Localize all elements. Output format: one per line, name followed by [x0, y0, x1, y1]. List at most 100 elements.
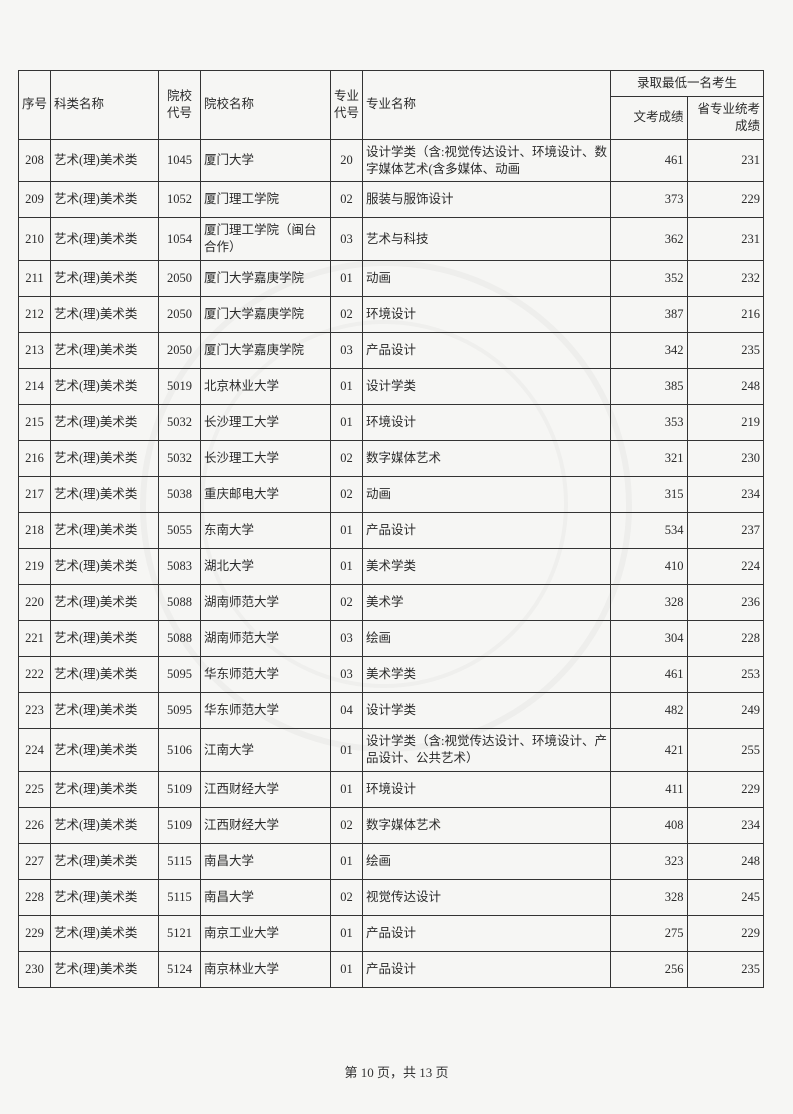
- cell-school-name: 南京林业大学: [201, 951, 331, 987]
- cell-score1: 275: [611, 915, 688, 951]
- cell-school-code: 5124: [159, 951, 201, 987]
- cell-school-name: 厦门理工学院: [201, 182, 331, 218]
- cell-score1: 315: [611, 477, 688, 513]
- header-seq: 序号: [19, 71, 51, 140]
- page-footer: 第 10 页，共 13 页: [0, 1062, 793, 1081]
- table-body: 208艺术(理)美术类1045厦门大学20设计学类（含:视觉传达设计、环境设计、…: [19, 139, 764, 987]
- header-score-group: 录取最低一名考生: [611, 71, 764, 97]
- cell-score2: 255: [687, 729, 764, 772]
- cell-major-name: 产品设计: [363, 333, 611, 369]
- cell-category: 艺术(理)美术类: [51, 951, 159, 987]
- cell-category: 艺术(理)美术类: [51, 729, 159, 772]
- cell-major-name: 环境设计: [363, 297, 611, 333]
- cell-major-name: 美术学类: [363, 657, 611, 693]
- cell-score1: 321: [611, 441, 688, 477]
- cell-seq: 210: [19, 218, 51, 261]
- cell-score1: 534: [611, 513, 688, 549]
- cell-category: 艺术(理)美术类: [51, 218, 159, 261]
- cell-major-name: 产品设计: [363, 513, 611, 549]
- cell-score2: 253: [687, 657, 764, 693]
- cell-school-code: 5109: [159, 771, 201, 807]
- cell-score2: 231: [687, 218, 764, 261]
- cell-seq: 222: [19, 657, 51, 693]
- footer-total: 13: [419, 1065, 432, 1080]
- table-row: 214艺术(理)美术类5019北京林业大学01设计学类385248: [19, 369, 764, 405]
- header-category: 科类名称: [51, 71, 159, 140]
- cell-school-name: 江南大学: [201, 729, 331, 772]
- cell-major-code: 02: [331, 879, 363, 915]
- cell-category: 艺术(理)美术类: [51, 693, 159, 729]
- cell-major-code: 01: [331, 261, 363, 297]
- cell-major-code: 01: [331, 729, 363, 772]
- cell-seq: 223: [19, 693, 51, 729]
- cell-school-name: 厦门大学嘉庚学院: [201, 261, 331, 297]
- cell-category: 艺术(理)美术类: [51, 405, 159, 441]
- cell-school-code: 5121: [159, 915, 201, 951]
- cell-major-name: 产品设计: [363, 915, 611, 951]
- cell-category: 艺术(理)美术类: [51, 441, 159, 477]
- cell-school-name: 北京林业大学: [201, 369, 331, 405]
- cell-school-name: 长沙理工大学: [201, 441, 331, 477]
- cell-score1: 328: [611, 585, 688, 621]
- cell-school-name: 南昌大学: [201, 879, 331, 915]
- cell-school-code: 5032: [159, 441, 201, 477]
- cell-school-name: 长沙理工大学: [201, 405, 331, 441]
- cell-category: 艺术(理)美术类: [51, 585, 159, 621]
- cell-seq: 211: [19, 261, 51, 297]
- table-row: 216艺术(理)美术类5032长沙理工大学02数字媒体艺术321230: [19, 441, 764, 477]
- cell-major-code: 20: [331, 139, 363, 182]
- cell-school-name: 东南大学: [201, 513, 331, 549]
- cell-seq: 216: [19, 441, 51, 477]
- cell-score2: 230: [687, 441, 764, 477]
- cell-category: 艺术(理)美术类: [51, 621, 159, 657]
- cell-score1: 323: [611, 843, 688, 879]
- cell-seq: 230: [19, 951, 51, 987]
- cell-score2: 237: [687, 513, 764, 549]
- cell-major-name: 美术学类: [363, 549, 611, 585]
- admission-table: 序号 科类名称 院校代号 院校名称 专业代号 专业名称 录取最低一名考生 文考成…: [18, 70, 764, 988]
- header-score1: 文考成绩: [611, 96, 688, 139]
- cell-school-code: 2050: [159, 297, 201, 333]
- footer-prefix: 第: [344, 1065, 360, 1080]
- page-content: 序号 科类名称 院校代号 院校名称 专业代号 专业名称 录取最低一名考生 文考成…: [18, 70, 764, 988]
- cell-major-name: 绘画: [363, 621, 611, 657]
- cell-score2: 235: [687, 333, 764, 369]
- cell-score2: 229: [687, 771, 764, 807]
- cell-score1: 373: [611, 182, 688, 218]
- cell-score2: 236: [687, 585, 764, 621]
- cell-score1: 461: [611, 657, 688, 693]
- cell-major-code: 03: [331, 218, 363, 261]
- cell-category: 艺术(理)美术类: [51, 879, 159, 915]
- cell-major-code: 02: [331, 477, 363, 513]
- table-row: 209艺术(理)美术类1052厦门理工学院02服装与服饰设计373229: [19, 182, 764, 218]
- cell-score2: 216: [687, 297, 764, 333]
- cell-score1: 362: [611, 218, 688, 261]
- cell-category: 艺术(理)美术类: [51, 549, 159, 585]
- table-row: 215艺术(理)美术类5032长沙理工大学01环境设计353219: [19, 405, 764, 441]
- cell-score1: 421: [611, 729, 688, 772]
- cell-score2: 224: [687, 549, 764, 585]
- table-row: 228艺术(理)美术类5115南昌大学02视觉传达设计328245: [19, 879, 764, 915]
- cell-category: 艺术(理)美术类: [51, 843, 159, 879]
- table-row: 226艺术(理)美术类5109江西财经大学02数字媒体艺术408234: [19, 807, 764, 843]
- cell-school-name: 华东师范大学: [201, 693, 331, 729]
- cell-score2: 219: [687, 405, 764, 441]
- cell-major-name: 动画: [363, 261, 611, 297]
- cell-major-name: 设计学类: [363, 693, 611, 729]
- cell-major-name: 动画: [363, 477, 611, 513]
- header-school-name: 院校名称: [201, 71, 331, 140]
- cell-score2: 228: [687, 621, 764, 657]
- cell-seq: 212: [19, 297, 51, 333]
- footer-suffix: 页: [432, 1065, 448, 1080]
- header-school-code: 院校代号: [159, 71, 201, 140]
- cell-school-name: 湖南师范大学: [201, 621, 331, 657]
- cell-school-code: 5055: [159, 513, 201, 549]
- cell-major-code: 02: [331, 182, 363, 218]
- cell-seq: 219: [19, 549, 51, 585]
- cell-score1: 408: [611, 807, 688, 843]
- table-row: 208艺术(理)美术类1045厦门大学20设计学类（含:视觉传达设计、环境设计、…: [19, 139, 764, 182]
- cell-major-code: 03: [331, 621, 363, 657]
- cell-school-code: 5106: [159, 729, 201, 772]
- cell-school-name: 厦门大学: [201, 139, 331, 182]
- cell-score2: 229: [687, 915, 764, 951]
